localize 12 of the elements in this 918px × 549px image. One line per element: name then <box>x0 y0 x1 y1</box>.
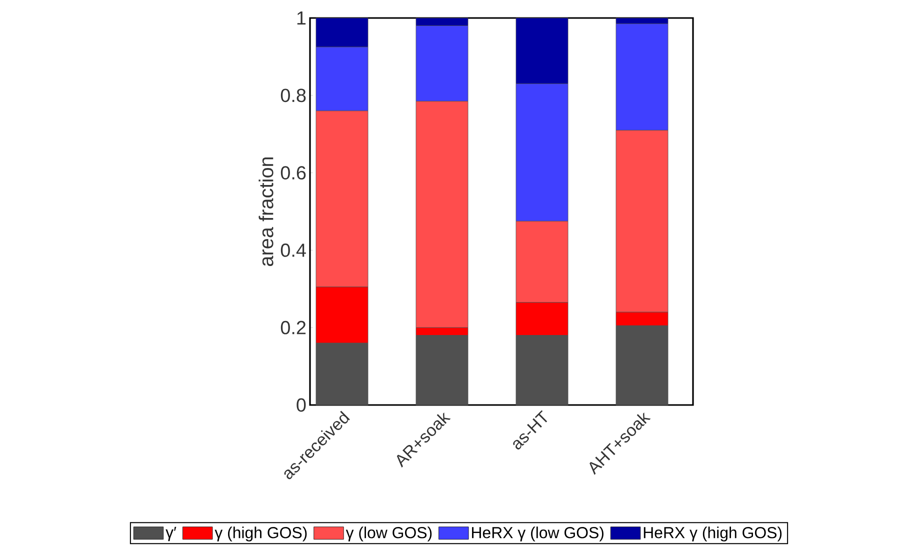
legend-label: γ′ <box>166 526 176 542</box>
y-tick-label: 0.6 <box>280 166 306 180</box>
y-tick-label: 0.8 <box>280 88 306 102</box>
legend-label: HeRX γ (low GOS) <box>472 526 604 542</box>
y-tick-label: 0.4 <box>280 243 306 257</box>
y-axis-title: area fraction <box>258 157 274 266</box>
y-tick-label: 1 <box>297 11 306 25</box>
legend-label: γ (high GOS) <box>214 526 307 542</box>
legend-label: γ (low GOS) <box>346 526 432 542</box>
y-tick-label: 0.2 <box>280 320 306 334</box>
legend-label: HeRX γ (high GOS) <box>644 526 782 542</box>
y-tick-label: 0 <box>296 398 306 412</box>
